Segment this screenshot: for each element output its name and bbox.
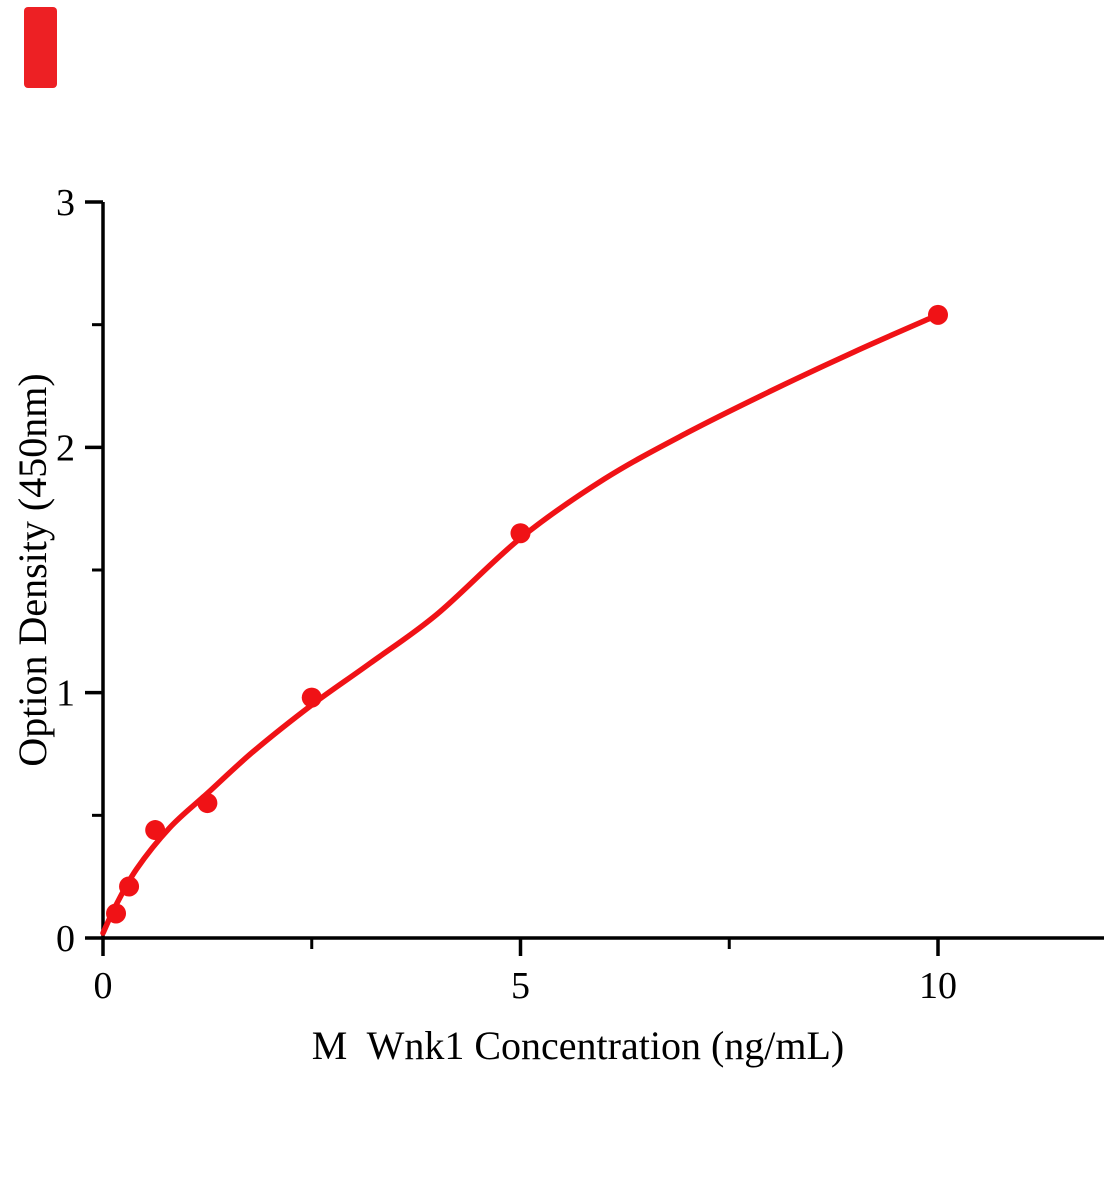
fitted-curve-line	[100, 312, 941, 936]
y-tick-label: 2	[56, 427, 75, 469]
y-axis-label: Option Density (450nm)	[10, 373, 55, 767]
data-point	[301, 687, 322, 708]
axes-spine	[101, 202, 1104, 940]
data-point	[119, 876, 140, 897]
x-tick-label: 0	[94, 965, 113, 1007]
data-point	[928, 304, 948, 325]
data-point	[145, 820, 166, 841]
y-tick-label: 0	[56, 918, 75, 960]
y-tick-label: 3	[56, 182, 75, 224]
data-point	[106, 903, 127, 924]
red-corner-mark	[24, 7, 57, 88]
x-axis-label: M Wnk1 Concentration (ng/mL)	[311, 1023, 845, 1068]
x-tick-label: 5	[511, 965, 530, 1007]
y-tick-label: 1	[56, 673, 75, 715]
data-point	[197, 793, 218, 814]
data-point	[510, 523, 531, 544]
x-tick-label: 10	[919, 965, 957, 1007]
